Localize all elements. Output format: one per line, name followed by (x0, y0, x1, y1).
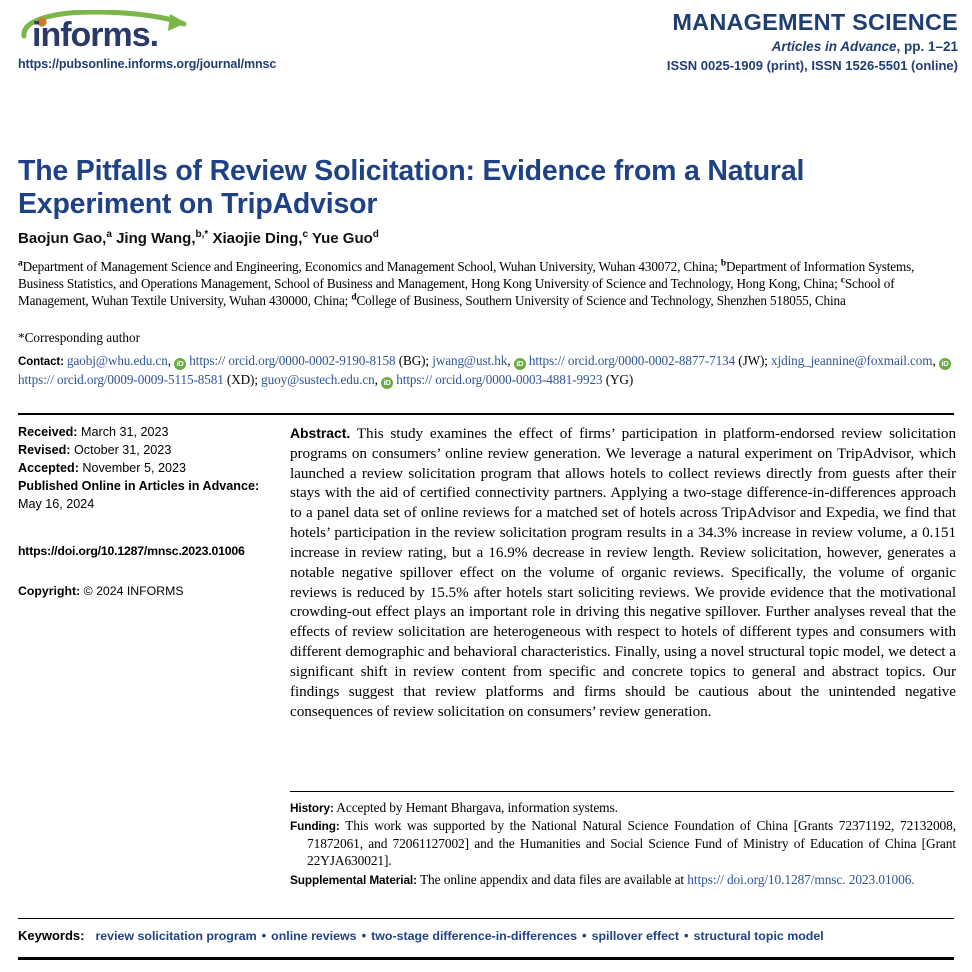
funding-text: This work was supported by the National … (307, 818, 956, 869)
orcid-link[interactable]: https:// orcid.org/0000-0002-8877-7134 (528, 353, 736, 368)
divider-above-history (290, 791, 954, 792)
corresponding-author-note: *Corresponding author (18, 330, 140, 345)
doi-link[interactable]: https://doi.org/10.1287/mnsc.2023.01006 (18, 544, 245, 559)
author-list: Baojun Gao,a Jing Wang,b,* Xiaojie Ding,… (18, 229, 379, 248)
masthead-right: MANAGEMENT SCIENCE Articles in Advance, … (667, 10, 958, 73)
date-value: March 31, 2023 (81, 425, 169, 439)
date-label: Revised: (18, 442, 71, 457)
masthead: informs. https://pubsonline.informs.org/… (18, 10, 958, 80)
page-title: The Pitfalls of Review Solicitation: Evi… (18, 155, 805, 221)
keyword-item[interactable]: structural topic model (693, 929, 824, 943)
abstract-block: Abstract. This study examines the effect… (290, 424, 956, 721)
orcid-icon[interactable]: iD (938, 358, 951, 370)
keyword-separator: • (361, 928, 367, 943)
svg-text:informs.: informs. (32, 16, 158, 54)
orcid-icon[interactable]: iD (513, 358, 526, 370)
supplemental-label: Supplemental Material: (290, 872, 417, 887)
author-initials: (XD); (226, 371, 258, 387)
informs-logo-block[interactable]: informs. https://pubsonline.informs.org/… (18, 10, 276, 71)
keyword-separator: • (684, 928, 689, 943)
orcid-link[interactable]: https:// orcid.org/0000-0003-4881-9923 (396, 371, 603, 387)
contact-label: Contact: (18, 356, 64, 368)
date-label: Received: (18, 425, 78, 439)
author-initials: (BG); (398, 353, 429, 368)
contact-email[interactable]: jwang@ust.hk (432, 353, 508, 368)
contact-email[interactable]: gaobj@whu.edu.cn (67, 353, 168, 368)
contact-entries: gaobj@whu.edu.cn, iD https:// orcid.org/… (18, 353, 951, 389)
keyword-item[interactable]: review solicitation program (95, 929, 257, 943)
orcid-link[interactable]: https:// orcid.org/0000-0002-9190-8158 (189, 353, 396, 368)
keywords-items: review solicitation program • online revie… (95, 928, 823, 943)
copyright-label: Copyright: (18, 583, 81, 598)
funding-label: Funding: (290, 819, 340, 834)
history-label: History: (290, 801, 334, 815)
contact-email[interactable]: xjding_jeannine@foxmail.com (771, 353, 933, 368)
informs-logo-icon: informs. (18, 10, 194, 56)
orcid-icon[interactable]: iD (174, 358, 187, 370)
supplemental-link[interactable]: https:// doi.org/10.1287/mnsc. 2023.0100… (687, 871, 915, 887)
abstract-body: This study examines the effect of firms’… (290, 425, 956, 720)
divider-below-keywords (18, 957, 954, 960)
orcid-icon[interactable]: iD (381, 376, 394, 389)
supplemental-text: The online appendix and data files are a… (419, 871, 688, 887)
journal-name: MANAGEMENT SCIENCE (672, 9, 958, 35)
date-row: Revised: October 31, 2023 (18, 442, 270, 460)
keyword-item[interactable]: spillover effect (591, 929, 680, 943)
published-online-line: Published Online in Articles in Advance:… (18, 478, 270, 514)
keywords-bar: Keywords: review solicitation program • onl… (18, 928, 954, 943)
publication-dates: Received: March 31, 2023 Revised: October… (18, 424, 270, 478)
published-online-label: Published Online in Articles in Advance: (18, 478, 260, 493)
author-initials: (YG) (605, 371, 634, 387)
keyword-separator: • (582, 928, 587, 943)
divider-above-keywords (18, 918, 954, 919)
abstract-heading: Abstract. (290, 425, 351, 441)
article-notes: History: Accepted by Hemant Bhargava, in… (290, 799, 956, 889)
date-row: Received: March 31, 2023 (18, 424, 270, 442)
divider-above-abstract (18, 413, 954, 415)
advance-pages: , pp. 1–21 (896, 38, 958, 54)
article-metadata-sidebar: Received: March 31, 2023 Revised: October… (18, 424, 270, 600)
date-value: October 31, 2023 (74, 442, 172, 457)
advance-italic: Articles in Advance (771, 38, 897, 54)
author-initials: (JW); (738, 353, 768, 368)
keyword-item[interactable]: online reviews (271, 929, 357, 943)
orcid-link[interactable]: https:// orcid.org/0009-0009-5115-8581 (18, 371, 224, 387)
funding-note: Funding: This work was supported by the … (290, 817, 956, 869)
contact-email[interactable]: guoy@sustech.edu.cn (261, 371, 375, 387)
journal-url[interactable]: https://pubsonline.informs.org/journal/m… (18, 57, 277, 71)
published-online-value: May 16, 2024 (18, 496, 95, 511)
date-value: November 5, 2023 (82, 460, 187, 475)
journal-issn: ISSN 0025-1909 (print), ISSN 1526-5501 (… (666, 57, 958, 73)
keyword-separator: • (261, 928, 267, 943)
history-note: History: Accepted by Hemant Bhargava, in… (290, 799, 956, 816)
contact-block: Contact: gaobj@whu.edu.cn, iD https:// o… (18, 352, 962, 389)
affiliation-list: aDepartment of Management Science and En… (18, 258, 915, 309)
supplemental-note: Supplemental Material: The online append… (290, 871, 956, 888)
copyright-line: Copyright: © 2024 INFORMS (18, 583, 270, 600)
journal-advance-line: Articles in Advance, pp. 1–21 (667, 39, 958, 55)
date-row: Accepted: November 5, 2023 (18, 460, 270, 478)
keywords-label: Keywords: (18, 928, 85, 943)
date-label: Accepted: (18, 460, 79, 475)
history-text: Accepted by Hemant Bhargava, information… (336, 800, 618, 815)
copyright-value: © 2024 INFORMS (83, 583, 184, 598)
keyword-item[interactable]: two-stage difference-in-differences (371, 929, 577, 943)
